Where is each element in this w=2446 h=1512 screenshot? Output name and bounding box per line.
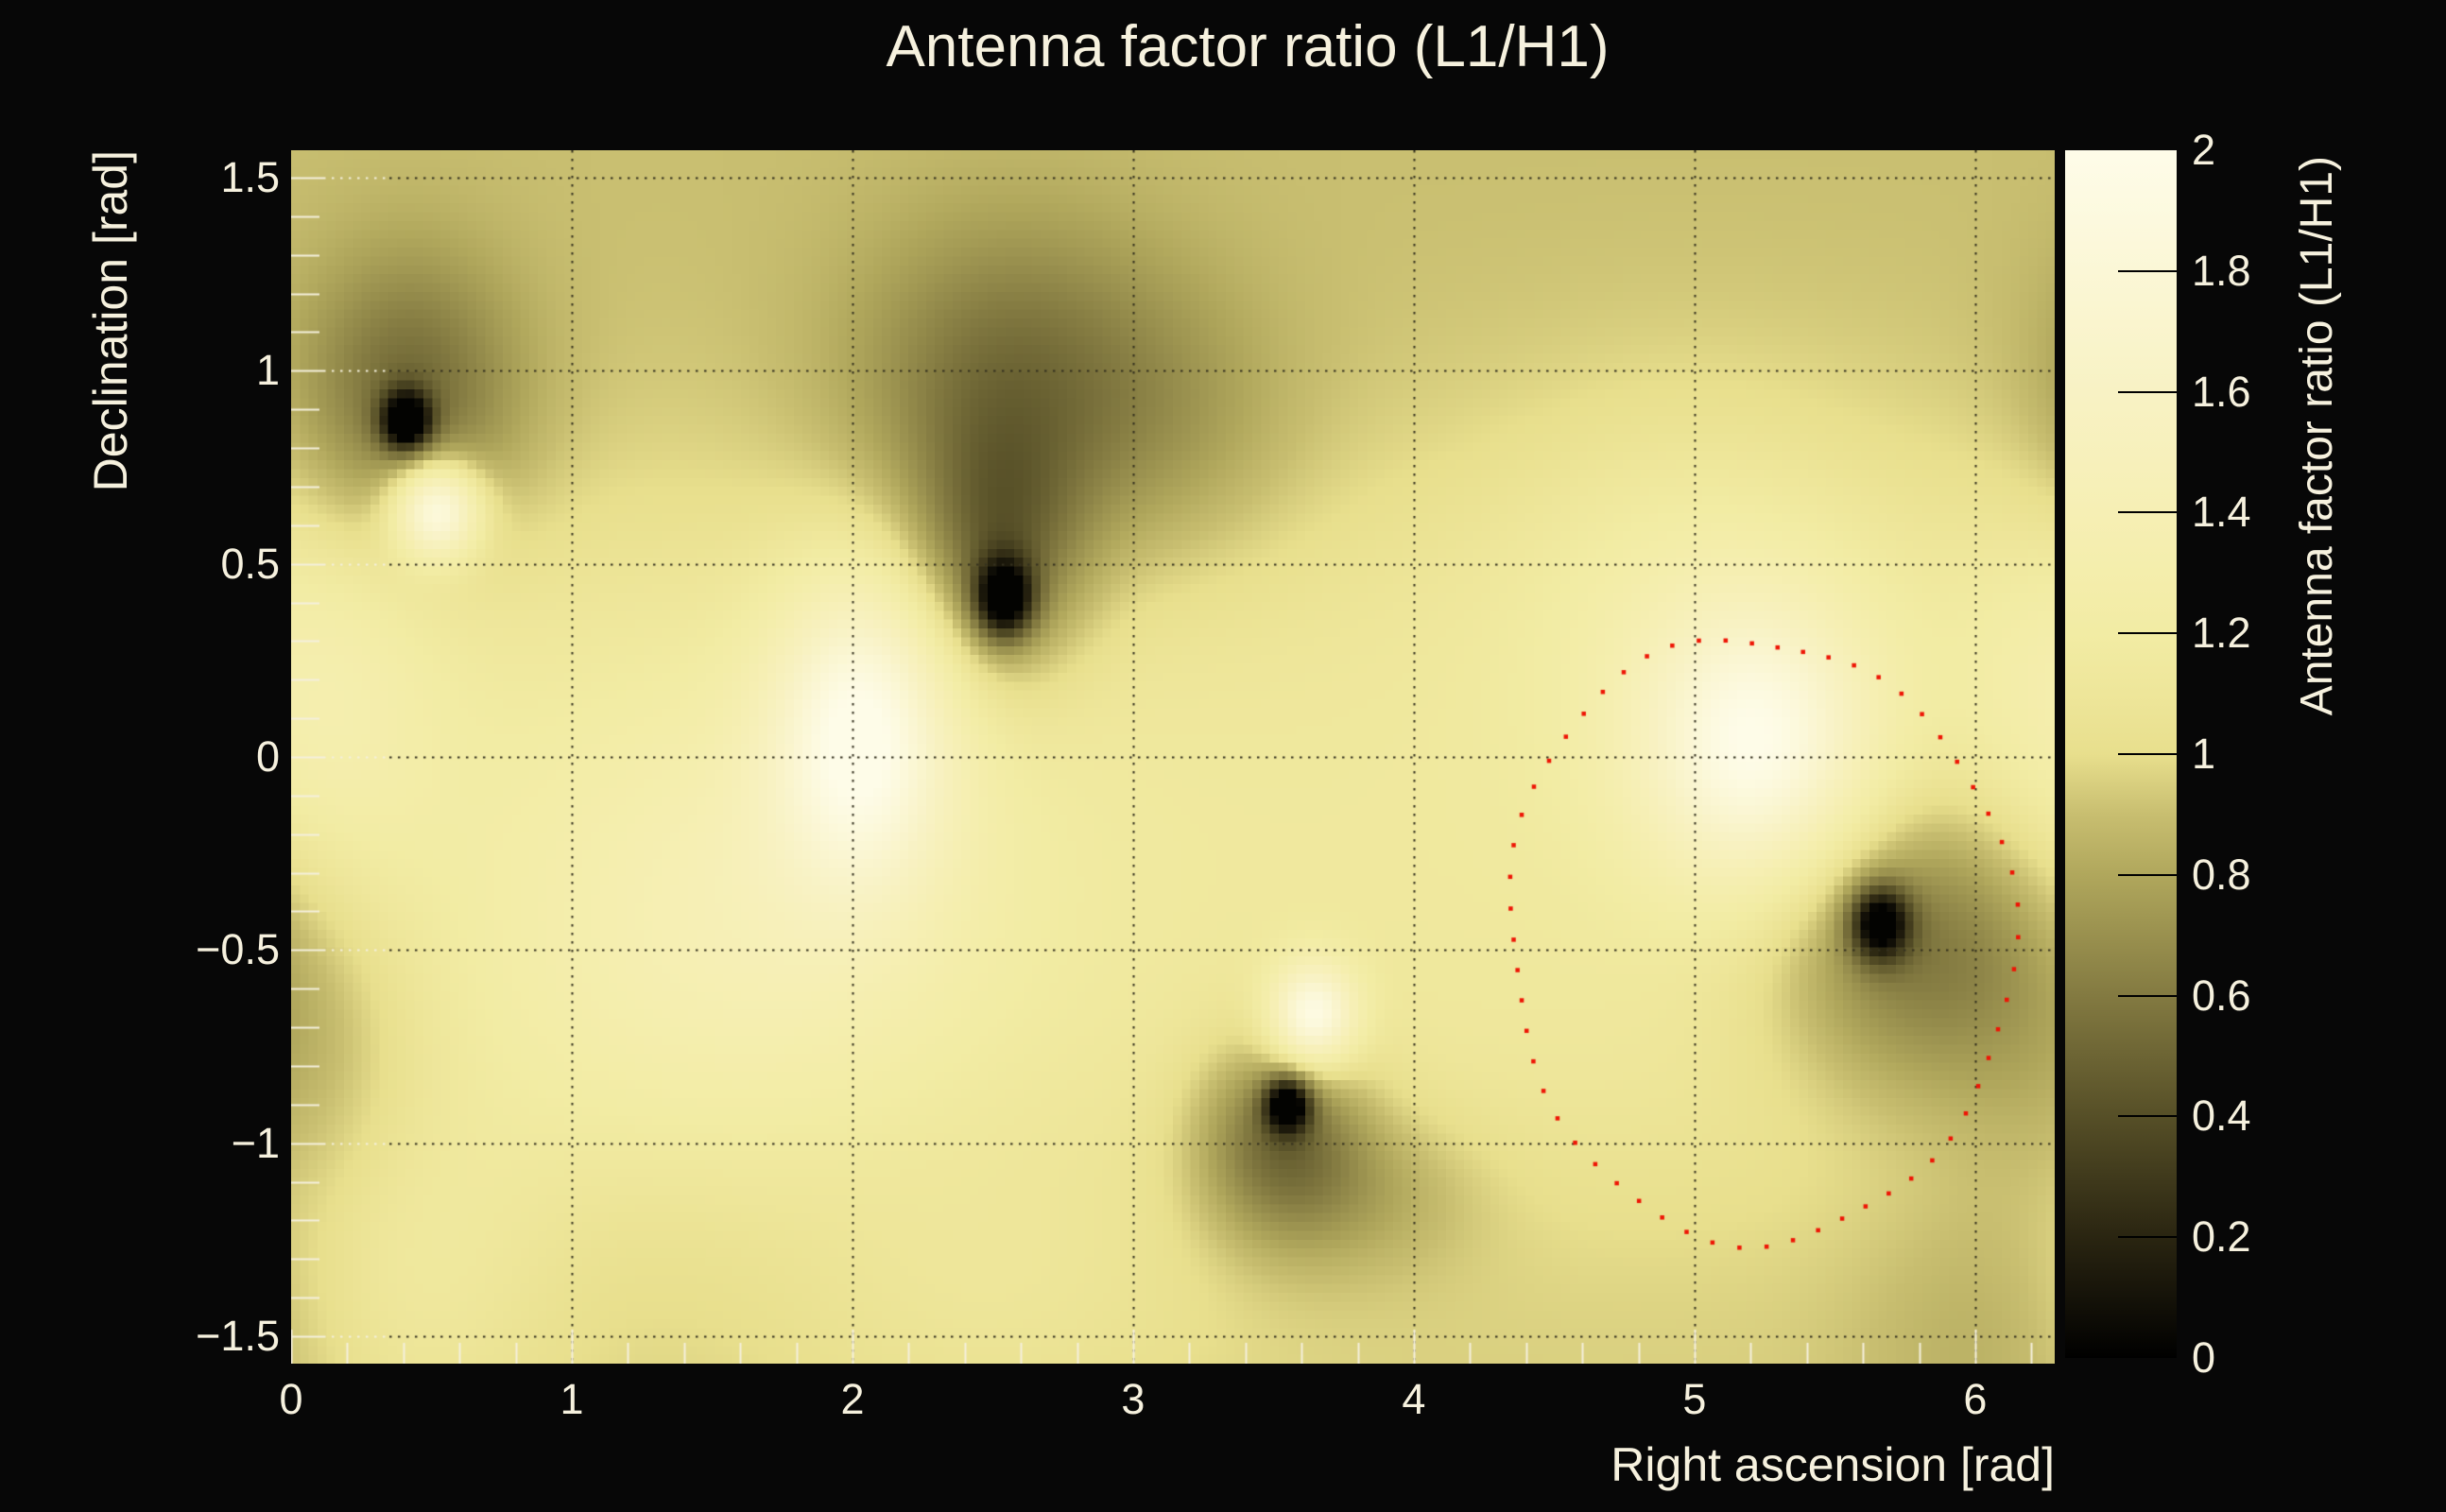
colorbar-tick [2118, 1236, 2177, 1239]
colorbar [2065, 150, 2177, 1358]
colorbar-tick-label: 0.4 [2192, 1091, 2251, 1141]
colorbar-tick-label: 0 [2192, 1333, 2216, 1382]
colorbar-tick [2118, 994, 2177, 997]
colorbar-tick-label: 1 [2192, 730, 2216, 778]
y-axis-label: Declination [rad] [84, 150, 137, 492]
x-tick-label: 2 [840, 1375, 865, 1423]
colorbar-tick [2118, 1115, 2177, 1118]
colorbar-tick-label: 1.8 [2192, 246, 2251, 295]
x-tick-label: 3 [1121, 1375, 1145, 1423]
colorbar-tick [2118, 873, 2177, 876]
colorbar-tick-label: 0.8 [2192, 850, 2251, 899]
y-tick-label: 1 [255, 346, 280, 395]
y-tick-label: −1.5 [196, 1312, 280, 1361]
colorbar-tick-label: 1.2 [2192, 609, 2251, 658]
y-tick-label: 1.5 [220, 152, 280, 201]
colorbar-tick-label: 0.2 [2192, 1212, 2251, 1262]
x-tick-label: 0 [279, 1375, 303, 1423]
x-tick-label: 1 [560, 1375, 584, 1423]
colorbar-tick-label: 1.4 [2192, 488, 2251, 537]
colorbar-tick [2118, 269, 2177, 272]
y-tick-label: −0.5 [196, 925, 280, 974]
colorbar-tick-label: 1.6 [2192, 367, 2251, 416]
colorbar-tick [2118, 753, 2177, 755]
x-tick-label: 6 [1963, 1375, 1988, 1423]
chart-title: Antenna factor ratio (L1/H1) [886, 14, 1610, 79]
y-tick-label: 0.5 [220, 539, 280, 588]
y-tick-label: −1 [231, 1118, 280, 1167]
x-tick-label: 4 [1402, 1375, 1426, 1423]
colorbar-tick [2118, 511, 2177, 514]
colorbar-tick-label: 2 [2192, 126, 2216, 174]
colorbar-axis-label: Antenna factor ratio (L1/H1) [2292, 156, 2342, 716]
y-tick-label: 0 [255, 732, 280, 781]
plot-overlay-canvas [291, 150, 2055, 1364]
colorbar-tick [2118, 390, 2177, 393]
colorbar-tick [2118, 632, 2177, 635]
x-axis-label: Right ascension [rad] [1611, 1438, 2055, 1491]
colorbar-tick-label: 0.6 [2192, 971, 2251, 1020]
x-tick-label: 5 [1682, 1375, 1707, 1423]
